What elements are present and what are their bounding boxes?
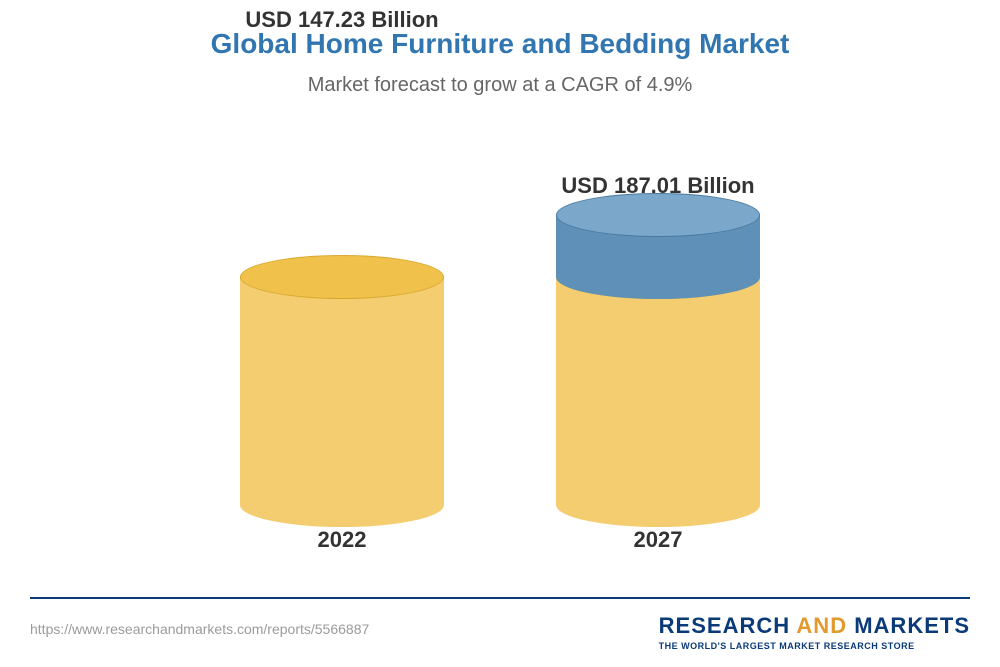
source-url: https://www.researchandmarkets.com/repor… (30, 621, 369, 637)
brand-word-markets: MARKETS (854, 613, 970, 638)
cylinder-2027-segment-growth (556, 215, 760, 277)
infographic-container: Global Home Furniture and Bedding Market… (0, 0, 1000, 667)
footer-divider (30, 597, 970, 599)
brand-logo: RESEARCH AND MARKETS THE WORLD'S LARGEST… (659, 613, 970, 651)
cylinder-2027-segment-base (556, 277, 760, 505)
cylinder-2022: USD 147.23 Billion 2022 (240, 277, 444, 505)
brand-tagline: THE WORLD'S LARGEST MARKET RESEARCH STOR… (659, 641, 970, 651)
chart-area: USD 147.23 Billion 2022 USD 187.01 Billi… (0, 125, 1000, 565)
value-label-2022: USD 147.23 Billion (222, 7, 462, 33)
year-label-2027: 2027 (556, 527, 760, 553)
year-label-2022: 2022 (240, 527, 444, 553)
chart-title: Global Home Furniture and Bedding Market (0, 0, 1000, 60)
brand-word-research: RESEARCH (659, 613, 790, 638)
brand-name: RESEARCH AND MARKETS (659, 613, 970, 639)
cylinder-2022-segment (240, 277, 444, 505)
brand-word-and: AND (796, 613, 847, 638)
chart-subtitle: Market forecast to grow at a CAGR of 4.9… (0, 74, 1000, 97)
